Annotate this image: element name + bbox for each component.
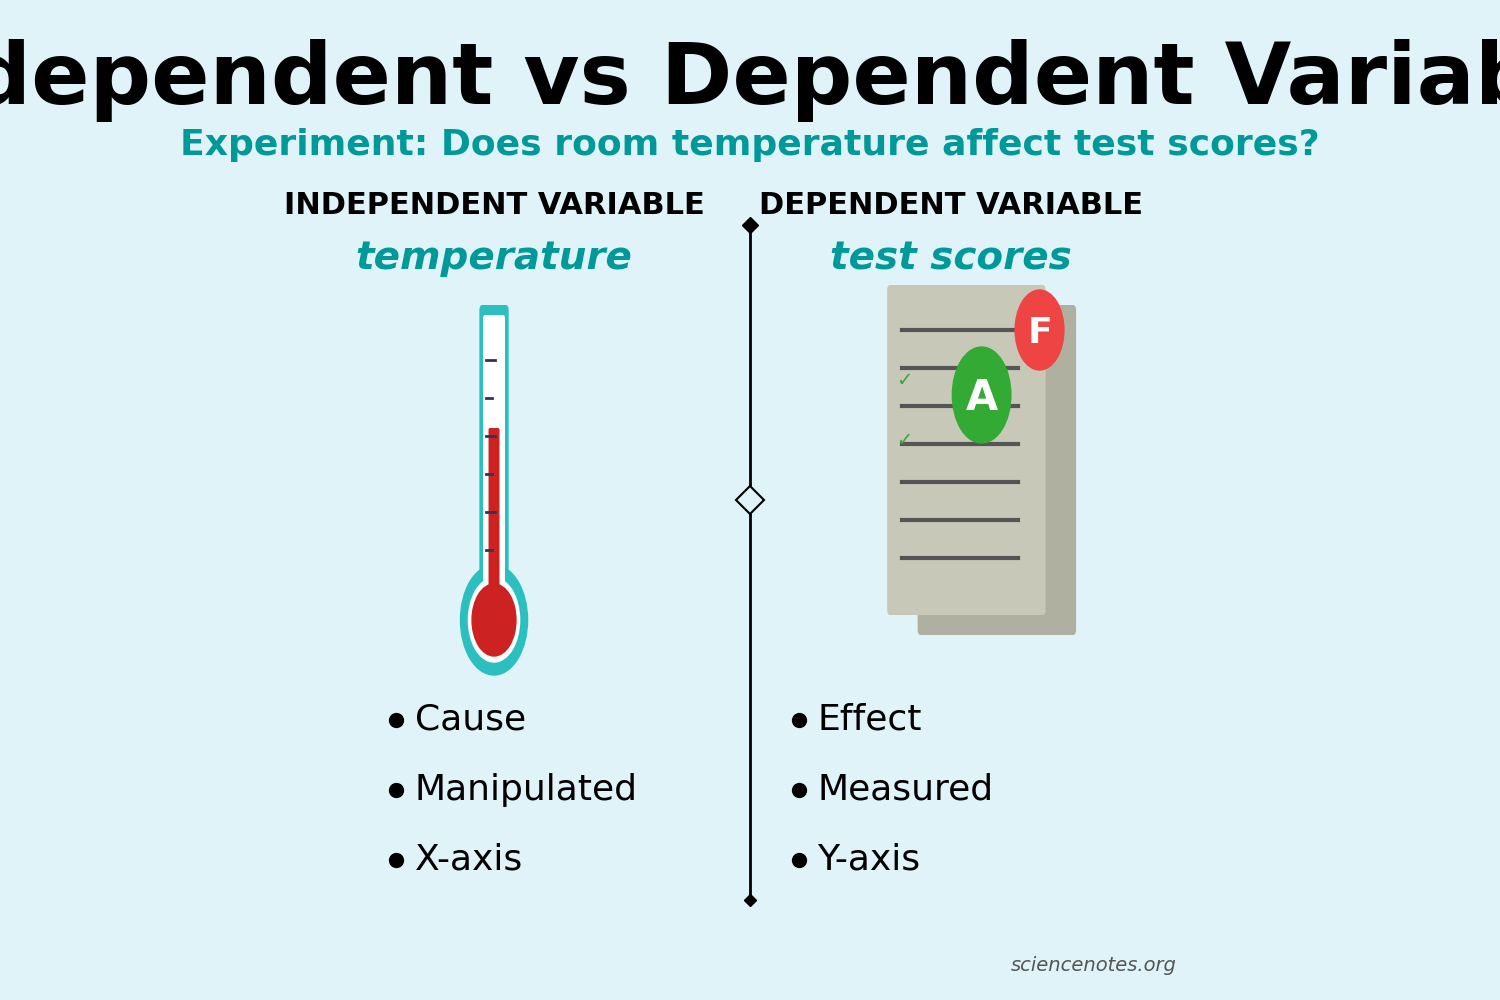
Text: INDEPENDENT VARIABLE: INDEPENDENT VARIABLE — [284, 190, 705, 220]
Text: temperature: temperature — [356, 239, 633, 277]
Circle shape — [468, 578, 519, 662]
Circle shape — [460, 565, 528, 675]
Text: Measured: Measured — [818, 773, 993, 807]
FancyBboxPatch shape — [886, 285, 1046, 615]
Circle shape — [1016, 290, 1064, 370]
Circle shape — [472, 584, 516, 656]
Text: Effect: Effect — [818, 703, 921, 737]
FancyBboxPatch shape — [483, 315, 506, 603]
Text: Y-axis: Y-axis — [818, 843, 920, 877]
Text: F: F — [1028, 316, 1051, 350]
Text: Cause: Cause — [416, 703, 526, 737]
Text: Independent vs Dependent Variable: Independent vs Dependent Variable — [0, 38, 1500, 121]
FancyBboxPatch shape — [489, 428, 500, 612]
Text: ✓: ✓ — [897, 430, 912, 450]
Circle shape — [952, 347, 1011, 443]
Text: Experiment: Does room temperature affect test scores?: Experiment: Does room temperature affect… — [180, 128, 1320, 162]
Text: Manipulated: Manipulated — [416, 773, 638, 807]
Text: DEPENDENT VARIABLE: DEPENDENT VARIABLE — [759, 190, 1143, 220]
Text: ✓: ✓ — [897, 370, 912, 389]
FancyBboxPatch shape — [918, 305, 1076, 635]
Text: A: A — [966, 377, 998, 419]
Text: sciencenotes.org: sciencenotes.org — [1011, 956, 1176, 975]
Text: X-axis: X-axis — [416, 843, 524, 877]
FancyBboxPatch shape — [480, 305, 508, 605]
Text: test scores: test scores — [831, 239, 1072, 277]
